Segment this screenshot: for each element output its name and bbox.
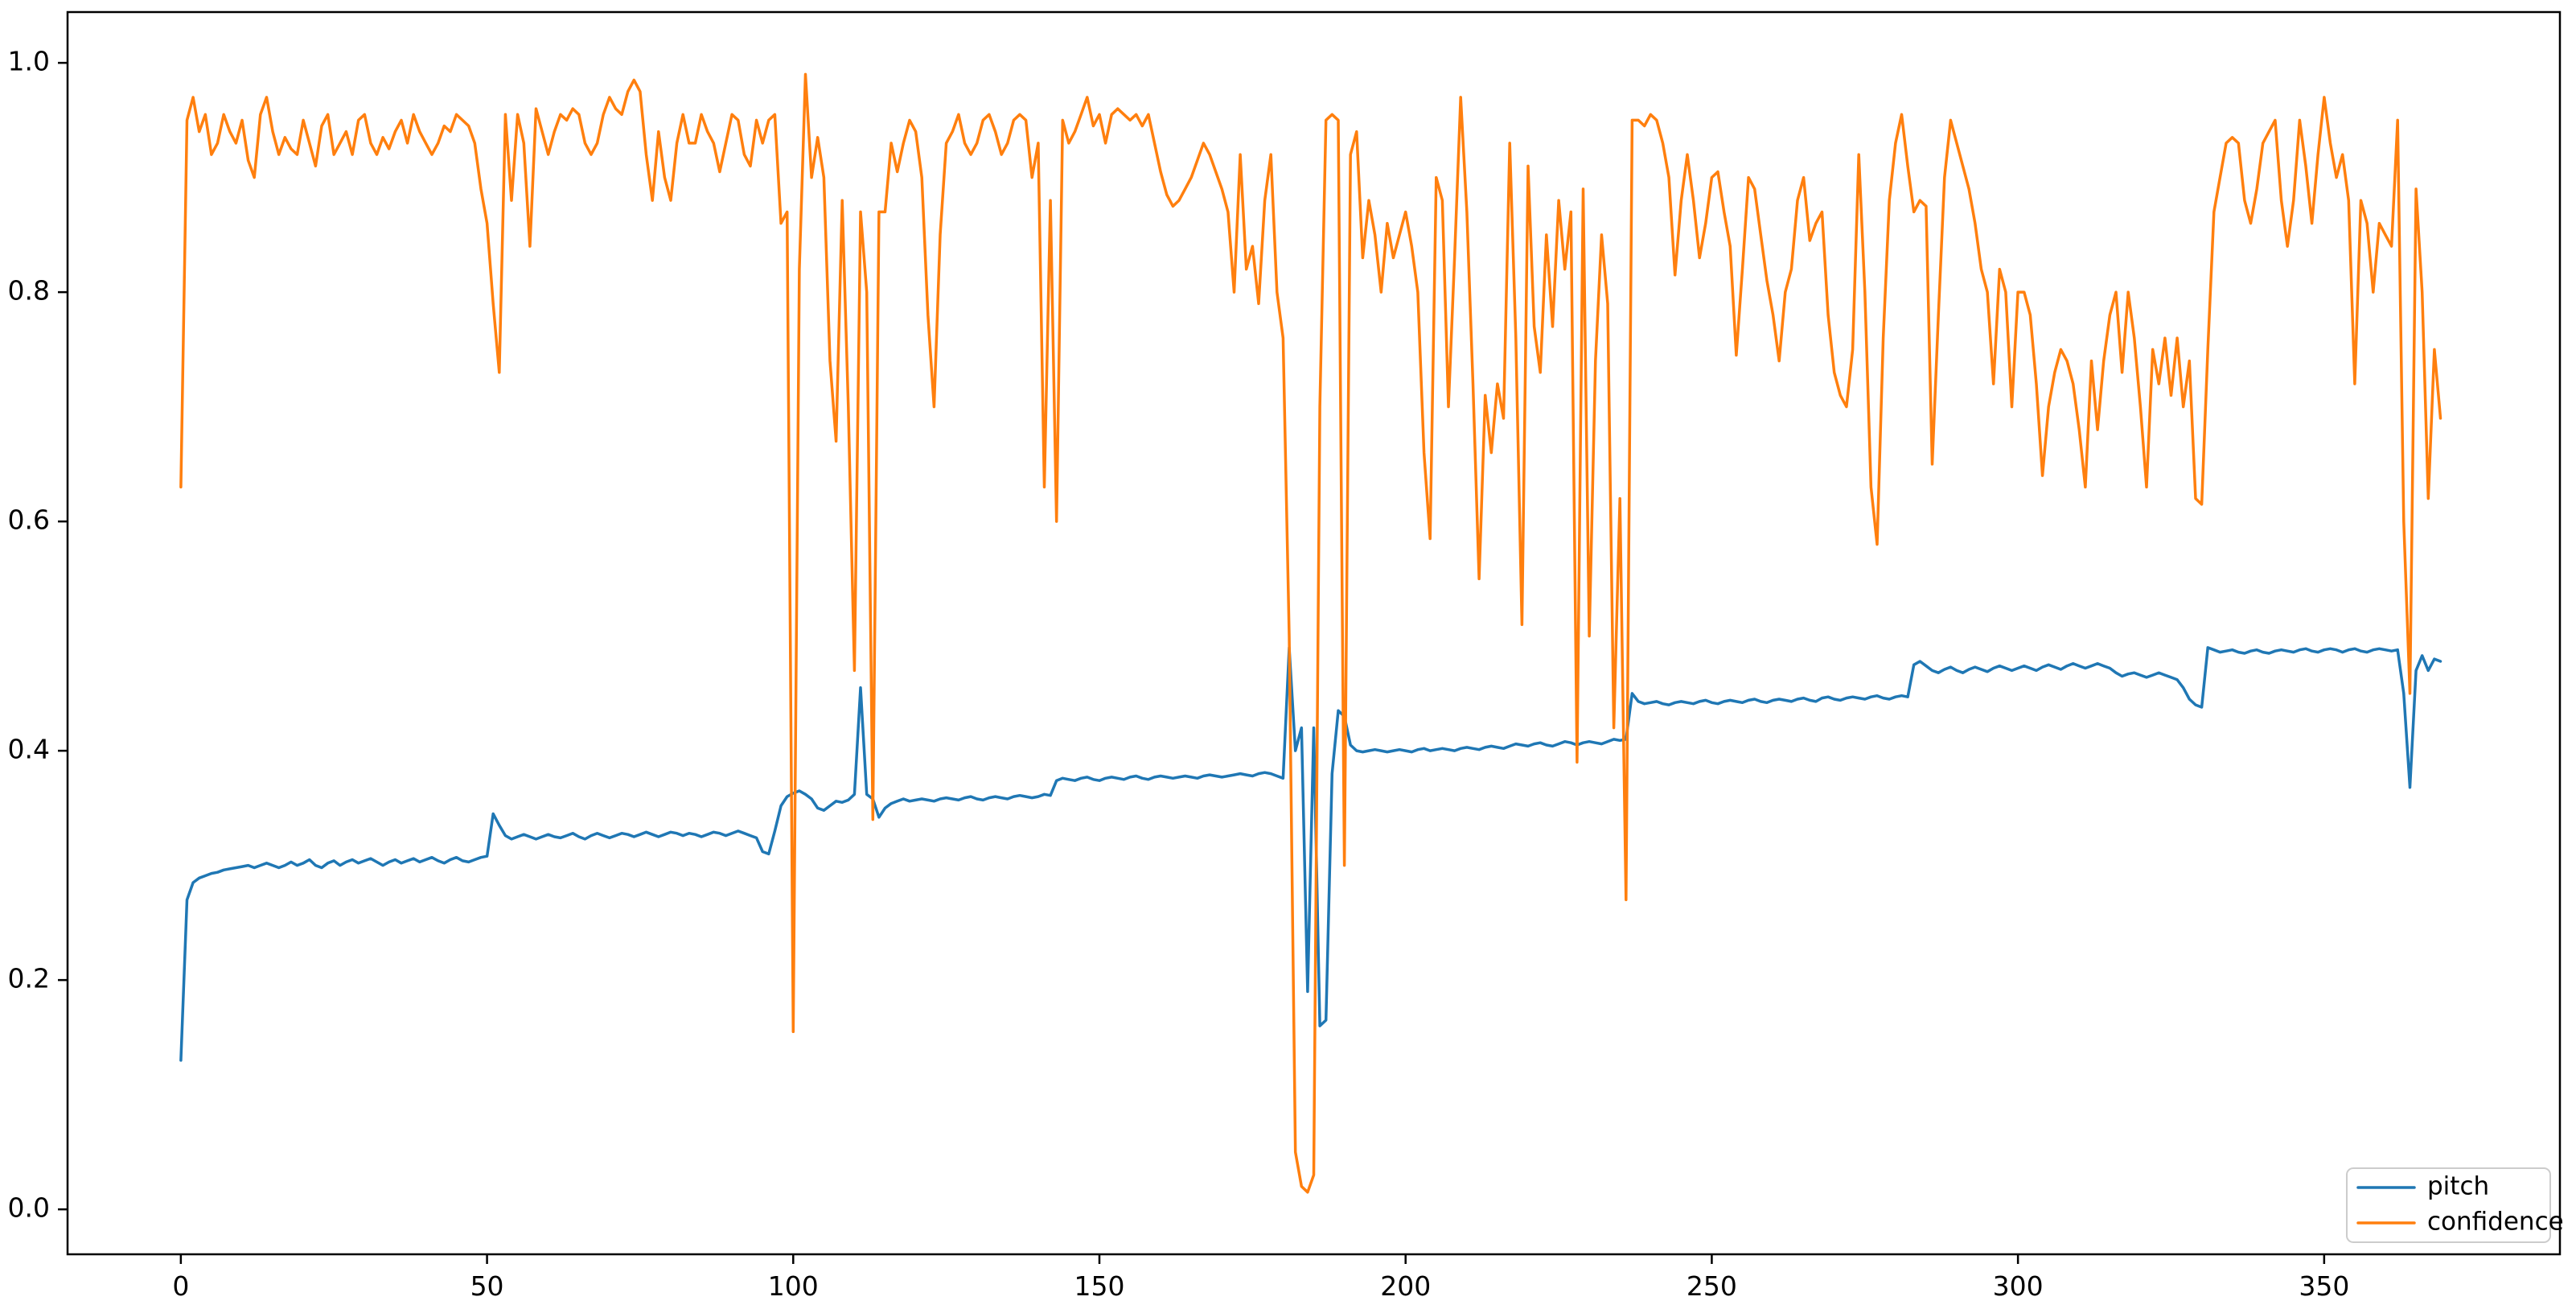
- x-tick-label: 0: [172, 1270, 189, 1302]
- y-tick-label: 0.8: [8, 275, 50, 307]
- legend-item-confidence: confidence: [2356, 1208, 2564, 1237]
- confidence-line: [179, 72, 2442, 1194]
- x-axis: 0 50 100 150 200 250 300 350: [172, 1254, 2349, 1302]
- y-tick-label: 1.0: [8, 46, 50, 77]
- x-tick-label: 250: [1687, 1270, 1737, 1302]
- plot-spines: [66, 10, 2562, 1256]
- legend-label: pitch: [2427, 1172, 2489, 1201]
- pitch-line: [179, 646, 2442, 1062]
- x-tick-label: 150: [1074, 1270, 1125, 1302]
- x-tick-label: 50: [470, 1270, 504, 1302]
- y-tick-label: 0.0: [8, 1192, 50, 1224]
- legend-item-pitch: pitch: [2356, 1172, 2489, 1201]
- legend: pitch confidence: [2346, 1167, 2564, 1243]
- x-tick-label: 100: [768, 1270, 819, 1302]
- y-axis: 0.0 0.2 0.4 0.6 0.8 1.0: [8, 46, 68, 1224]
- x-tick-label: 350: [2299, 1270, 2349, 1302]
- y-tick-label: 0.4: [8, 734, 50, 765]
- y-tick-label: 0.2: [8, 963, 50, 994]
- plot-area: 0 50 100 150 200 250 300 350 0.0 0.2 0.4 0.6 0.8 1.0 p…: [8, 10, 2564, 1302]
- y-tick-label: 0.6: [8, 504, 50, 536]
- x-tick-label: 300: [1993, 1270, 2044, 1302]
- x-tick-label: 200: [1380, 1270, 1431, 1302]
- legend-label: confidence: [2427, 1208, 2564, 1237]
